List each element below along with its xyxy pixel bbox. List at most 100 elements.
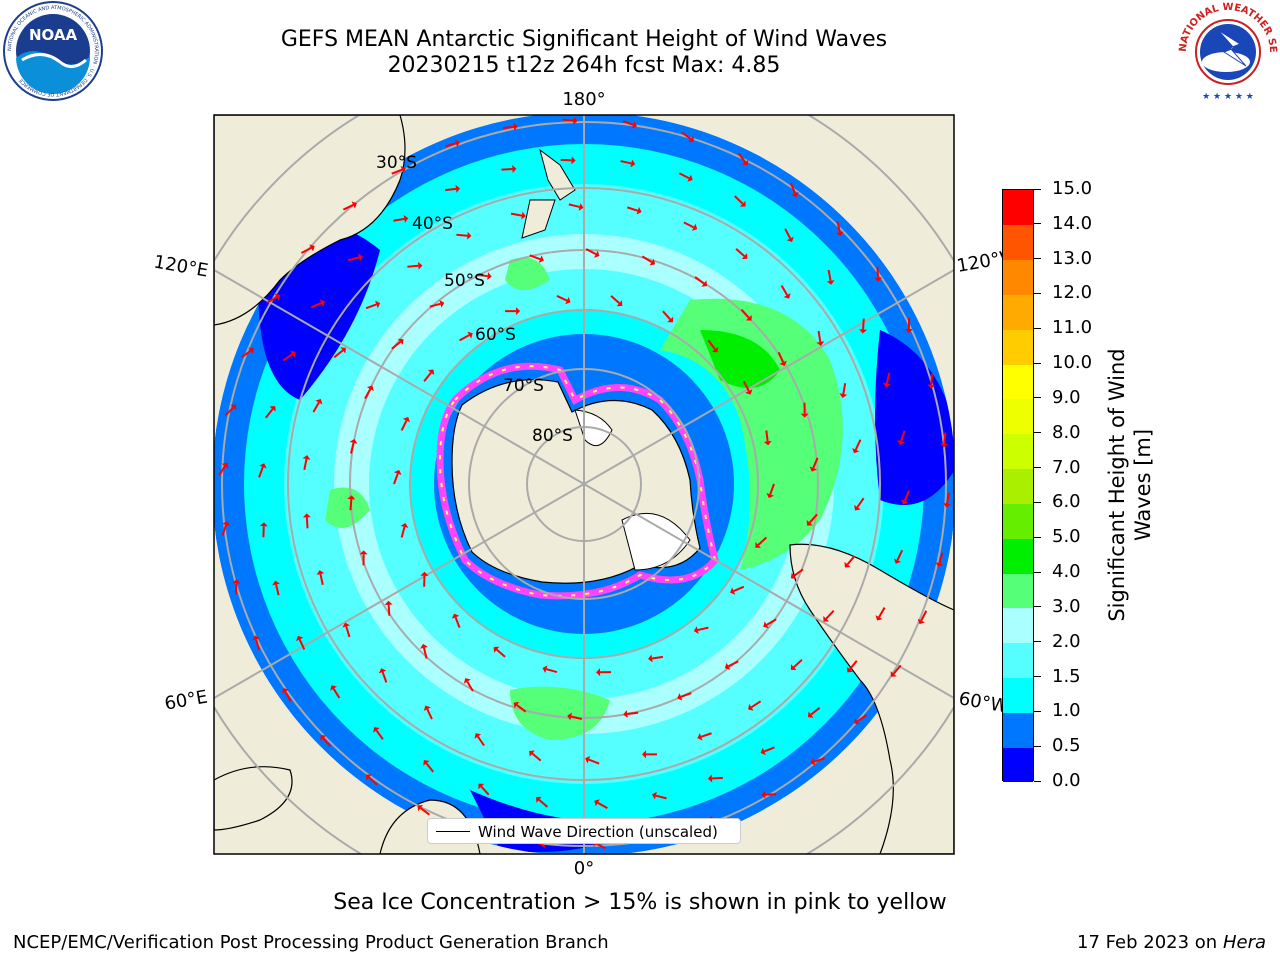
wave-direction-arrow	[852, 439, 862, 454]
wave-direction-arrow	[373, 727, 384, 740]
wave-direction-arrow	[218, 462, 229, 476]
colorbar-tick	[1034, 362, 1041, 364]
wave-direction-arrow	[391, 165, 406, 175]
wave-direction-arrow	[330, 685, 341, 699]
wave-direction-arrow	[542, 665, 558, 674]
colorbar	[1002, 189, 1034, 783]
wave-direction-arrow	[347, 495, 356, 511]
wave-direction-arrow	[760, 746, 775, 756]
south-america-landmass	[789, 543, 954, 854]
colorbar-title-line2: Waves [m]	[1131, 428, 1155, 542]
wave-direction-arrow	[463, 678, 474, 692]
credit-line: NCEP/EMC/Verification Post Processing Pr…	[13, 932, 609, 953]
colorbar-tick	[1034, 467, 1041, 469]
wave-direction-arrow	[755, 536, 767, 548]
colorbar-tick-label: 2.0	[1052, 630, 1081, 652]
colorbar-tick-label: 5.0	[1052, 526, 1081, 548]
map-legend: Wind Wave Direction (unscaled)	[427, 818, 741, 844]
colorbar-tick	[1034, 258, 1041, 260]
sea-ice-note: Sea Ice Concentration > 15% is shown in …	[333, 890, 947, 915]
colorbar-tick	[1034, 780, 1041, 782]
colorbar-tick	[1034, 641, 1041, 643]
wave-direction-arrow	[940, 432, 949, 448]
wave-direction-arrow	[677, 692, 692, 701]
wave-direction-arrow	[707, 339, 719, 353]
wave-direction-arrow	[445, 139, 460, 148]
wave-direction-arrow	[897, 430, 906, 445]
colorbar-tick-label: 10.0	[1052, 352, 1093, 374]
wave-direction-arrow	[766, 483, 775, 499]
wave-direction-arrow	[567, 712, 583, 721]
colorbar-segment	[1003, 329, 1033, 365]
wave-direction-arrow	[809, 457, 819, 472]
wave-direction-arrow	[683, 221, 698, 231]
wave-direction-arrow	[342, 622, 351, 638]
wave-direction-arrow	[451, 613, 461, 628]
wave-direction-arrow	[806, 513, 818, 526]
wave-direction-arrow	[893, 549, 904, 564]
wave-direction-arrow	[529, 254, 544, 263]
wave-direction-arrow	[594, 799, 608, 810]
wave-direction-arrow	[844, 555, 856, 568]
wave-direction-arrow	[623, 710, 639, 718]
wave-direction-arrow	[444, 184, 460, 193]
australia-landmass	[214, 115, 406, 326]
colorbar-title-line1: Significant Height of Wind	[1105, 348, 1129, 622]
wave-direction-arrow	[417, 804, 431, 816]
lat-label-70s: 70°S	[503, 376, 544, 396]
wave-direction-arrow	[281, 688, 292, 702]
wave-direction-arrow	[730, 585, 745, 595]
colorbar-segment	[1003, 468, 1033, 504]
colorbar-tick	[1034, 571, 1041, 573]
colorbar-segment	[1003, 224, 1033, 261]
wave-direction-arrow	[620, 159, 636, 168]
lat-label-50s: 50°S	[444, 271, 485, 291]
wave-direction-arrow	[266, 293, 281, 304]
wave-direction-arrow	[707, 774, 723, 783]
date-line: 17 Feb 2023 on Hera	[1077, 932, 1266, 953]
wave-direction-arrow	[348, 253, 363, 262]
wave-direction-arrow	[854, 714, 868, 725]
wave-direction-arrow	[333, 347, 346, 359]
wave-direction-arrow	[378, 668, 388, 683]
wave-direction-arrow	[300, 244, 315, 254]
lightning-icon	[1217, 29, 1247, 67]
wave-direction-arrow	[816, 330, 825, 346]
wave-direction-arrow	[241, 347, 254, 359]
wave-direction-arrow	[854, 497, 865, 511]
colorbar-tick-label: 11.0	[1052, 317, 1093, 339]
wave-direction-arrow	[927, 373, 936, 389]
colorbar-tick-label: 6.0	[1052, 491, 1081, 513]
wave-direction-arrow	[678, 172, 693, 182]
svg-text:★ ★ ★ ★ ★: ★ ★ ★ ★ ★	[1202, 92, 1254, 102]
lon-label-60e: 60°E	[163, 686, 209, 714]
legend-label: Wind Wave Direction (unscaled)	[478, 823, 718, 841]
nws-logo: NATIONAL WEATHER SERVICE ★ ★ ★ ★ ★	[1176, 0, 1278, 102]
wave-direction-arrow	[901, 490, 910, 505]
colorbar-tick	[1034, 223, 1041, 225]
colorbar-segment	[1003, 642, 1033, 679]
wave-direction-arrow	[272, 580, 280, 596]
noaa-logo: NOAA NATIONAL OCEANIC AND ATMOSPHERIC AD…	[3, 1, 103, 101]
wave-direction-arrow	[859, 318, 868, 334]
colorbar-tick-label: 13.0	[1052, 247, 1093, 269]
colorbar-segment	[1003, 747, 1033, 783]
colorbar-tick-label: 14.0	[1052, 212, 1093, 234]
wave-direction-arrow	[224, 404, 237, 417]
wave-direction-arrow	[697, 732, 712, 741]
graticule	[214, 115, 954, 854]
colorbar-segment	[1003, 398, 1033, 435]
wave-direction-arrow	[296, 635, 306, 650]
colorbar-tick-label: 1.0	[1052, 700, 1081, 722]
date-text: 17 Feb 2023 on	[1077, 932, 1218, 953]
colorbar-tick-label: 0.0	[1052, 770, 1081, 791]
wave-direction-arrow	[784, 228, 794, 242]
wave-direction-arrow	[790, 659, 803, 671]
wave-direction-arrow	[536, 796, 549, 808]
colorbar-tick-label: 8.0	[1052, 421, 1081, 443]
map-frame	[213, 114, 955, 855]
wave-direction-arrow	[312, 399, 323, 413]
colorbar-segment	[1003, 573, 1033, 609]
colorbar-tick	[1034, 501, 1041, 503]
